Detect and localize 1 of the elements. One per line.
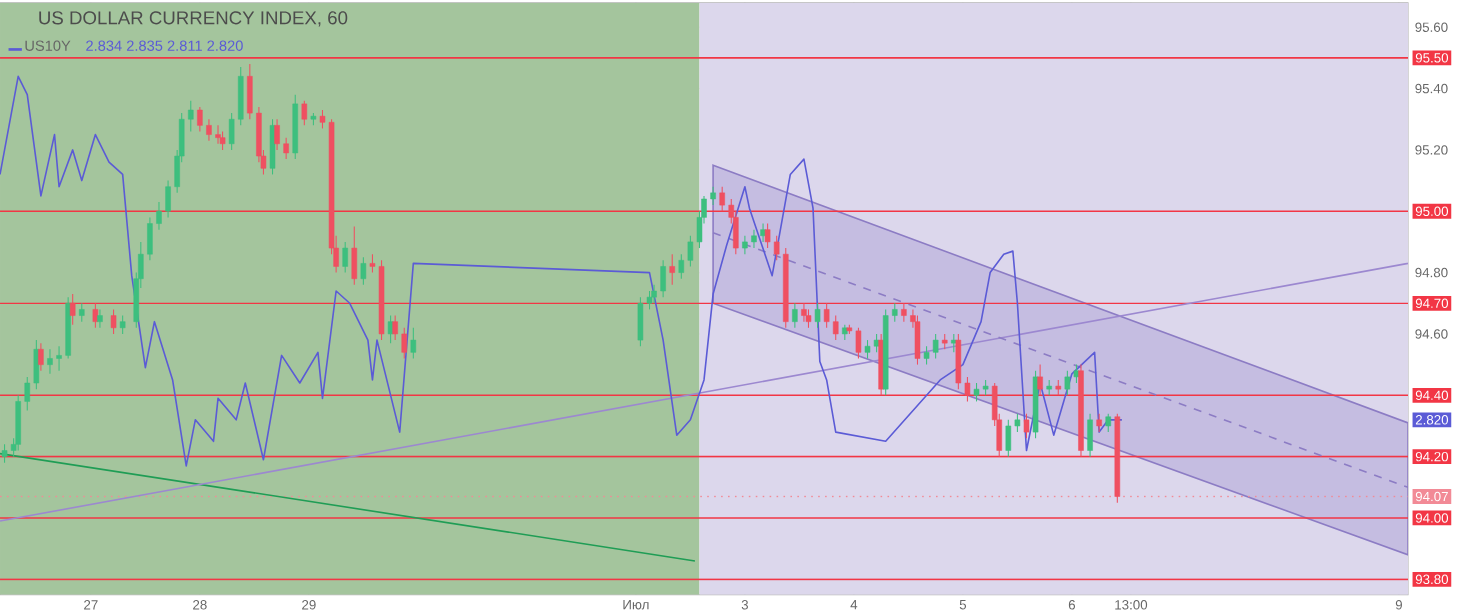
chart-title: US DOLLAR CURRENCY INDEX, 60: [39, 11, 348, 27]
